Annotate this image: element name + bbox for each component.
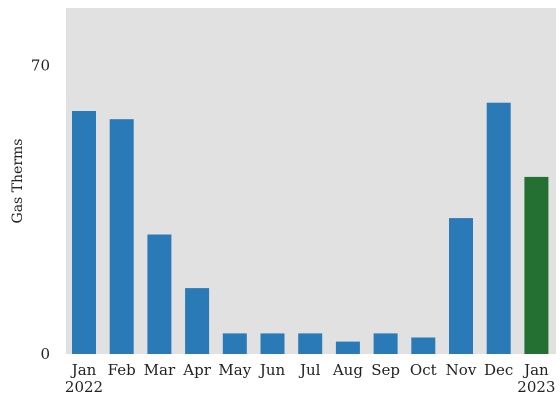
bar-1 (72, 111, 96, 354)
x-tick-label: Apr (182, 361, 211, 379)
x-tick-label: Jun (258, 361, 286, 379)
bar-3 (147, 234, 172, 354)
bar-9 (373, 333, 398, 354)
x-tick-label: Dec (484, 361, 513, 379)
x-tick-label: Feb (108, 361, 136, 379)
bars-group (72, 102, 549, 354)
bar-8 (335, 341, 360, 354)
bar-2 (109, 119, 134, 354)
y-tick-label: 70 (31, 57, 50, 75)
bar-4 (185, 288, 210, 354)
bar-6 (260, 333, 285, 354)
x-tick-label: Sep (371, 361, 400, 379)
bar-12 (486, 102, 511, 354)
bar-11 (449, 218, 473, 354)
x-tick-year-label: 2022 (65, 378, 103, 396)
bar-10 (411, 337, 436, 354)
bar-7 (298, 333, 323, 354)
bar-13 (524, 176, 549, 354)
x-tick-label: May (218, 361, 251, 379)
y-axis-label: Gas Therms (10, 139, 26, 224)
x-tick-label: Oct (410, 361, 437, 379)
y-tick-labels: 0 70 (31, 57, 50, 363)
x-tick-label: Nov (446, 361, 477, 379)
x-tick-label: Jul (298, 361, 321, 379)
x-tick-label: Aug (332, 361, 363, 379)
plot-background (66, 8, 556, 354)
x-tick-label: Jan (522, 361, 549, 379)
y-tick-label: 0 (40, 345, 50, 363)
x-tick-label: Jan (70, 361, 97, 379)
x-tick-year-label: 2023 (517, 378, 555, 396)
bar-5 (222, 333, 247, 354)
x-tick-label: Mar (144, 361, 176, 379)
